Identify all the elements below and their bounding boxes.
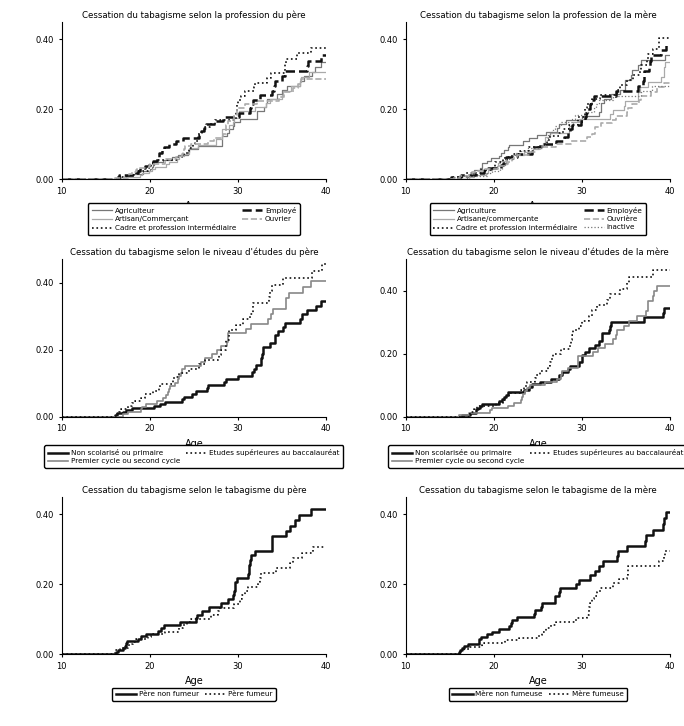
- Title: Cessation du tabagisme selon la profession de la mère: Cessation du tabagisme selon la professi…: [419, 10, 657, 20]
- Legend: Mère non fumeuse, Mère fumeuse: Mère non fumeuse, Mère fumeuse: [449, 688, 627, 701]
- Legend: Agriculture, Artisane/commerçante, Cadre et profession intermédiaire, Employée, : Agriculture, Artisane/commerçante, Cadre…: [430, 203, 646, 235]
- Title: Cessation du tabagisme selon le niveau d'études de la mère: Cessation du tabagisme selon le niveau d…: [407, 248, 669, 257]
- Legend: Père non fumeur, Père fumeur: Père non fumeur, Père fumeur: [112, 688, 276, 701]
- Title: Cessation du tabagisme selon la profession du père: Cessation du tabagisme selon la professi…: [82, 10, 306, 20]
- X-axis label: Age: Age: [529, 677, 547, 686]
- Legend: Agriculteur, Artisan/Commerçant, Cadre et profession intermédiaire, Employé, Ouv: Agriculteur, Artisan/Commerçant, Cadre e…: [88, 203, 300, 235]
- X-axis label: Age: Age: [529, 201, 547, 211]
- Legend: Non scolarisé ou primaire, Premier cycle ou second cycle, Etudes supérieures au : Non scolarisé ou primaire, Premier cycle…: [44, 446, 343, 468]
- Legend: Non scolarisée ou primaire, Premier cycle ou second cycle, Etudes supérieures au: Non scolarisée ou primaire, Premier cycl…: [389, 446, 684, 468]
- Title: Cessation du tabagisme selon le tabagisme de la mère: Cessation du tabagisme selon le tabagism…: [419, 485, 657, 494]
- X-axis label: Age: Age: [185, 439, 203, 449]
- Title: Cessation du tabagisme selon le tabagisme du père: Cessation du tabagisme selon le tabagism…: [81, 485, 306, 494]
- Title: Cessation du tabagisme selon le niveau d'études du père: Cessation du tabagisme selon le niveau d…: [70, 248, 318, 257]
- X-axis label: Age: Age: [529, 439, 547, 449]
- X-axis label: Age: Age: [185, 201, 203, 211]
- X-axis label: Age: Age: [185, 677, 203, 686]
